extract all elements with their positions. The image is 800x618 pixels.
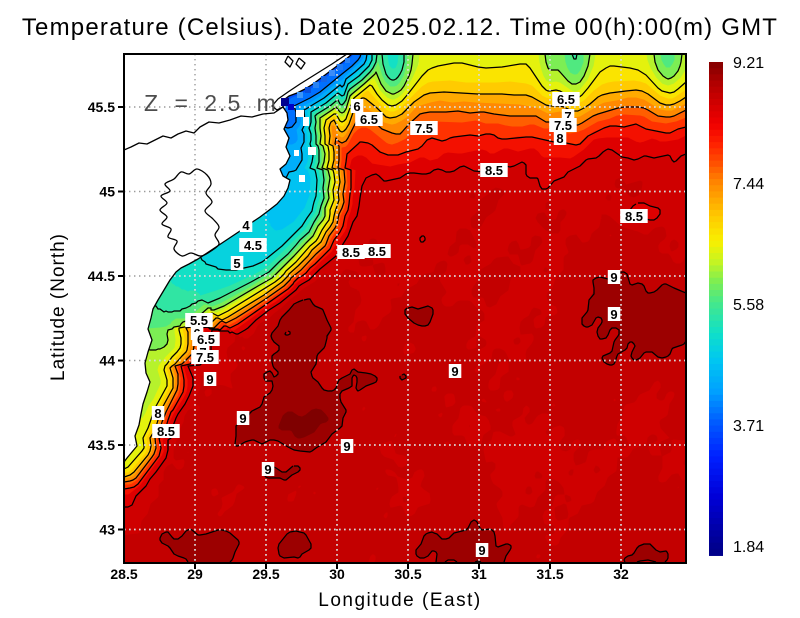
svg-text:4: 4 <box>242 218 250 233</box>
svg-text:43.5: 43.5 <box>88 437 115 453</box>
svg-text:45.5: 45.5 <box>88 99 115 115</box>
svg-text:29.5: 29.5 <box>252 566 279 582</box>
svg-text:9.21: 9.21 <box>733 55 764 72</box>
svg-text:44: 44 <box>99 353 115 369</box>
svg-text:9: 9 <box>610 270 617 285</box>
svg-text:32: 32 <box>613 566 629 582</box>
svg-text:9: 9 <box>206 372 213 387</box>
svg-text:9: 9 <box>264 462 271 477</box>
svg-text:6: 6 <box>353 99 360 114</box>
svg-text:7: 7 <box>564 109 571 124</box>
svg-text:9: 9 <box>343 439 350 454</box>
svg-text:8.5: 8.5 <box>368 244 386 259</box>
svg-text:9: 9 <box>478 543 485 558</box>
svg-text:7.5: 7.5 <box>196 350 214 365</box>
svg-text:Temperature (Celsius). Date 20: Temperature (Celsius). Date 2025.02.12. … <box>22 14 778 41</box>
svg-text:Longitude (East): Longitude (East) <box>318 590 481 611</box>
svg-text:3.71: 3.71 <box>733 418 764 435</box>
svg-text:45: 45 <box>99 184 115 200</box>
svg-text:5.58: 5.58 <box>733 297 764 314</box>
svg-text:6.5: 6.5 <box>197 332 215 347</box>
svg-text:28.5: 28.5 <box>110 566 137 582</box>
svg-text:7.5: 7.5 <box>554 118 572 133</box>
svg-text:43: 43 <box>99 522 115 538</box>
svg-text:8: 8 <box>154 406 161 421</box>
svg-text:8.5: 8.5 <box>342 245 360 260</box>
svg-text:5: 5 <box>233 256 240 271</box>
svg-text:44.5: 44.5 <box>88 268 115 284</box>
svg-text:1.84: 1.84 <box>733 539 764 556</box>
svg-text:Z = 2.5 m: Z = 2.5 m <box>144 90 278 116</box>
svg-text:9: 9 <box>610 307 617 322</box>
svg-text:6.5: 6.5 <box>360 112 378 127</box>
svg-text:6.5: 6.5 <box>557 92 575 107</box>
svg-text:4.5: 4.5 <box>244 238 262 253</box>
svg-text:30: 30 <box>329 566 345 582</box>
svg-text:9: 9 <box>239 411 246 426</box>
svg-text:8: 8 <box>556 131 563 146</box>
svg-text:5.5: 5.5 <box>190 313 208 328</box>
svg-text:9: 9 <box>451 364 458 379</box>
svg-text:8.5: 8.5 <box>625 209 643 224</box>
svg-text:7.5: 7.5 <box>415 121 433 136</box>
svg-text:8.5: 8.5 <box>485 163 503 178</box>
svg-text:Latitude (North): Latitude (North) <box>48 233 69 381</box>
svg-text:7.44: 7.44 <box>733 176 764 193</box>
svg-text:31.5: 31.5 <box>536 566 563 582</box>
svg-text:31: 31 <box>471 566 487 582</box>
svg-text:29: 29 <box>187 566 203 582</box>
svg-text:8.5: 8.5 <box>157 424 175 439</box>
svg-text:30.5: 30.5 <box>394 566 421 582</box>
